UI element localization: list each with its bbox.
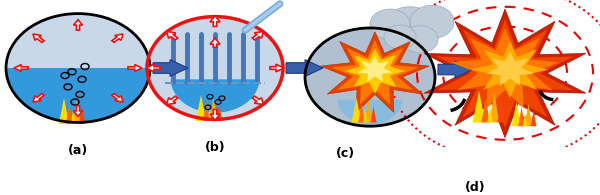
Polygon shape bbox=[59, 98, 70, 124]
Polygon shape bbox=[487, 51, 533, 86]
Polygon shape bbox=[481, 98, 490, 122]
FancyArrow shape bbox=[167, 96, 178, 105]
Polygon shape bbox=[371, 106, 376, 122]
Circle shape bbox=[305, 28, 435, 126]
FancyArrow shape bbox=[270, 64, 284, 72]
Polygon shape bbox=[489, 93, 500, 122]
Polygon shape bbox=[524, 104, 533, 126]
FancyArrow shape bbox=[438, 61, 473, 78]
Polygon shape bbox=[487, 106, 493, 122]
Circle shape bbox=[410, 5, 454, 39]
FancyArrow shape bbox=[146, 64, 160, 72]
FancyArrow shape bbox=[33, 94, 44, 102]
Polygon shape bbox=[71, 110, 75, 124]
Text: (d): (d) bbox=[464, 181, 485, 194]
Polygon shape bbox=[203, 100, 210, 121]
FancyArrow shape bbox=[167, 31, 178, 40]
FancyArrow shape bbox=[112, 94, 123, 102]
Polygon shape bbox=[364, 100, 373, 122]
Circle shape bbox=[370, 9, 410, 39]
Polygon shape bbox=[332, 40, 418, 105]
Polygon shape bbox=[451, 28, 559, 109]
FancyArrow shape bbox=[286, 60, 323, 76]
Wedge shape bbox=[7, 68, 149, 122]
FancyArrow shape bbox=[210, 38, 220, 47]
Polygon shape bbox=[66, 104, 73, 124]
FancyArrow shape bbox=[252, 96, 263, 105]
Polygon shape bbox=[358, 103, 365, 122]
FancyArrow shape bbox=[74, 106, 83, 116]
Polygon shape bbox=[497, 102, 505, 122]
Circle shape bbox=[147, 17, 283, 119]
FancyArrow shape bbox=[210, 16, 220, 27]
Polygon shape bbox=[345, 48, 405, 94]
FancyArrow shape bbox=[210, 110, 220, 120]
Polygon shape bbox=[209, 97, 218, 121]
Polygon shape bbox=[358, 56, 392, 82]
Polygon shape bbox=[363, 110, 367, 122]
Polygon shape bbox=[523, 113, 527, 126]
FancyArrow shape bbox=[153, 60, 188, 76]
Wedge shape bbox=[171, 79, 259, 113]
Polygon shape bbox=[518, 107, 525, 126]
Polygon shape bbox=[530, 110, 536, 126]
FancyArrow shape bbox=[128, 65, 142, 71]
Wedge shape bbox=[28, 24, 128, 62]
Polygon shape bbox=[208, 107, 212, 121]
Circle shape bbox=[6, 14, 150, 122]
Polygon shape bbox=[79, 107, 85, 124]
Polygon shape bbox=[424, 9, 586, 137]
Polygon shape bbox=[352, 98, 362, 122]
Polygon shape bbox=[216, 104, 222, 121]
Polygon shape bbox=[472, 91, 485, 122]
Polygon shape bbox=[72, 100, 81, 124]
FancyArrow shape bbox=[33, 34, 44, 42]
Text: (c): (c) bbox=[335, 147, 355, 160]
FancyArrow shape bbox=[14, 65, 28, 71]
Wedge shape bbox=[337, 100, 403, 124]
FancyArrow shape bbox=[74, 20, 83, 30]
Circle shape bbox=[382, 7, 438, 49]
Polygon shape bbox=[511, 102, 521, 126]
Circle shape bbox=[384, 25, 416, 49]
Polygon shape bbox=[472, 41, 548, 98]
FancyArrow shape bbox=[112, 34, 123, 42]
Circle shape bbox=[402, 26, 438, 53]
Polygon shape bbox=[437, 19, 574, 128]
Polygon shape bbox=[196, 95, 206, 121]
FancyArrow shape bbox=[252, 31, 263, 40]
Polygon shape bbox=[321, 32, 429, 112]
Text: (a): (a) bbox=[68, 144, 88, 157]
Text: (b): (b) bbox=[205, 141, 226, 153]
